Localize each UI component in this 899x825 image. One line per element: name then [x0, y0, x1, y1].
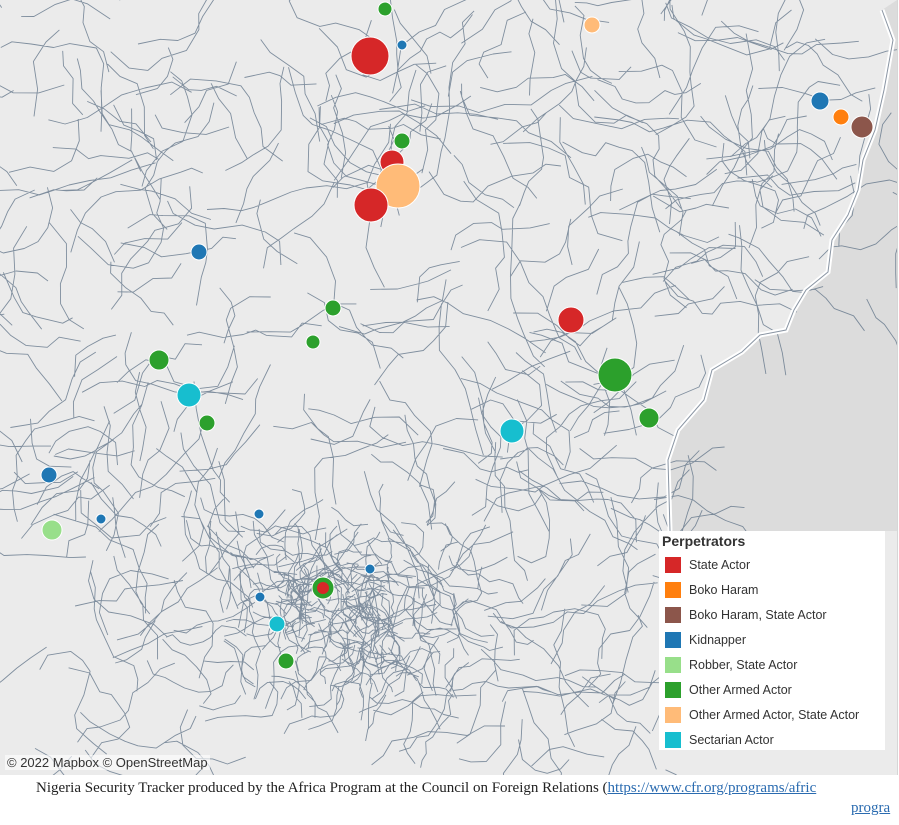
- legend-item-other-armed-actor-state-actor[interactable]: Other Armed Actor, State Actor: [665, 706, 859, 724]
- footer-credit: Nigeria Security Tracker produced by the…: [0, 776, 899, 825]
- legend: Perpetrators State Actor Boko Haram Boko…: [659, 531, 885, 750]
- legend-label: Other Armed Actor, State Actor: [689, 708, 860, 722]
- legend-label: Boko Haram, State Actor: [689, 608, 827, 622]
- legend-label: Sectarian Actor: [689, 733, 774, 747]
- incident-marker-other-armed-actor[interactable]: [277, 652, 295, 670]
- legend-item-boko-haram-state-actor[interactable]: Boko Haram, State Actor: [665, 606, 827, 624]
- footer-link-wrap[interactable]: progra: [851, 800, 891, 816]
- legend-swatch: [665, 632, 681, 648]
- incident-marker-kidnapper[interactable]: [396, 39, 408, 51]
- incident-marker-other-armed-actor[interactable]: [638, 407, 660, 429]
- incident-marker-boko-haram[interactable]: [832, 108, 850, 126]
- incident-marker-kidnapper[interactable]: [254, 591, 266, 603]
- national-border-line: [667, 9, 894, 532]
- incident-marker-other-armed-actor[interactable]: [148, 349, 170, 371]
- incident-marker-other-armed-actor[interactable]: [198, 414, 216, 432]
- legend-swatch: [665, 582, 681, 598]
- legend-label: Robber, State Actor: [689, 658, 798, 672]
- incident-marker-kidnapper[interactable]: [95, 513, 107, 525]
- legend-item-other-armed-actor[interactable]: Other Armed Actor: [665, 681, 792, 699]
- incident-marker-boko-haram-state-actor[interactable]: [850, 115, 874, 139]
- incident-marker-kidnapper[interactable]: [190, 243, 208, 261]
- legend-swatch: [665, 657, 681, 673]
- incident-marker-other-armed-actor[interactable]: [324, 299, 342, 317]
- incident-marker-state-actor[interactable]: [557, 306, 585, 334]
- incident-marker-other-armed-actor[interactable]: [597, 357, 633, 393]
- incident-marker-other-armed-actor[interactable]: [305, 334, 321, 350]
- legend-title: Perpetrators: [662, 533, 746, 549]
- legend-swatch: [665, 607, 681, 623]
- footer-link[interactable]: https://www.cfr.org/programs/afric: [607, 780, 817, 796]
- incident-marker-state-actor[interactable]: [353, 187, 389, 223]
- legend-label: State Actor: [689, 558, 751, 572]
- map-svg[interactable]: [0, 0, 897, 775]
- legend-item-kidnapper[interactable]: Kidnapper: [665, 631, 746, 649]
- map-canvas[interactable]: © 2022 Mapbox © OpenStreetMap Perpetrato…: [0, 0, 898, 775]
- footer-credit-text: Nigeria Security Tracker produced by the…: [36, 780, 608, 796]
- legend-label: Kidnapper: [689, 633, 746, 647]
- legend-item-state-actor[interactable]: State Actor: [665, 556, 750, 574]
- legend-swatch: [665, 707, 681, 723]
- incident-marker-kidnapper[interactable]: [364, 563, 376, 575]
- neighbouring-country-area: [668, 0, 897, 531]
- legend-swatch: [665, 557, 681, 573]
- incident-marker-other-armed-actor-state-actor[interactable]: [583, 16, 601, 34]
- footer-credit-line: Nigeria Security Tracker produced by the…: [36, 780, 816, 797]
- map-attribution[interactable]: © 2022 Mapbox © OpenStreetMap: [5, 755, 210, 770]
- legend-swatch: [665, 732, 681, 748]
- legend-item-boko-haram[interactable]: Boko Haram: [665, 581, 758, 599]
- incident-marker-other-armed-actor-state-actor[interactable]: [375, 163, 421, 209]
- legend-item-robber-state-actor[interactable]: Robber, State Actor: [665, 656, 797, 674]
- footer-link-continued[interactable]: progra: [851, 800, 890, 817]
- incident-marker-sectarian-actor[interactable]: [499, 418, 525, 444]
- legend-swatch: [665, 682, 681, 698]
- incident-marker-sectarian-actor[interactable]: [176, 382, 202, 408]
- legend-label: Other Armed Actor: [689, 683, 792, 697]
- legend-item-sectarian-actor[interactable]: Sectarian Actor: [665, 731, 774, 749]
- incident-marker-other-armed-actor[interactable]: [377, 1, 393, 17]
- incident-marker-kidnapper[interactable]: [253, 508, 265, 520]
- admin-boundaries: [0, 0, 897, 775]
- incident-marker-kidnapper[interactable]: [810, 91, 830, 111]
- incident-marker-state-actor[interactable]: [317, 582, 329, 594]
- legend-label: Boko Haram: [689, 583, 759, 597]
- incident-marker-other-armed-actor[interactable]: [393, 132, 411, 150]
- incident-marker-state-actor[interactable]: [350, 36, 390, 76]
- incident-marker-sectarian-actor[interactable]: [268, 615, 286, 633]
- incident-marker-kidnapper[interactable]: [40, 466, 58, 484]
- incident-marker-robber-state-actor[interactable]: [41, 519, 63, 541]
